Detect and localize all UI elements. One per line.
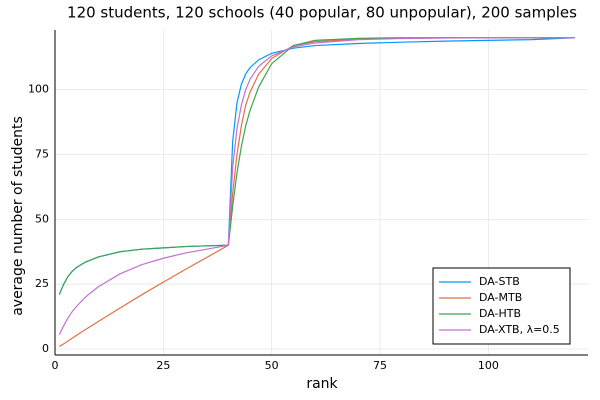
line-series [58,37,576,295]
legend-label: DA-XTB, λ=0.5 [479,323,560,336]
x-tick-label: 25 [156,359,170,372]
legend-label: DA-MTB [479,291,522,304]
x-tick-label: 75 [373,359,387,372]
line-series [58,37,575,336]
x-tick-label: 50 [265,359,279,372]
y-tick-label: 100 [28,83,49,96]
line-series [58,37,575,295]
y-axis-label: average number of students [10,116,26,316]
chart-title: 120 students, 120 schools (40 popular, 8… [67,4,577,22]
y-tick-label: 75 [35,148,49,161]
y-tick-label: 0 [42,342,49,355]
x-axis-label: rank [306,376,338,392]
x-tick-label: 100 [478,359,499,372]
legend-label: DA-STB [479,275,520,288]
legend-label: DA-HTB [479,307,521,320]
x-tick-label: 0 [52,359,59,372]
y-tick-label: 50 [35,212,49,225]
y-tick-label: 25 [35,277,49,290]
legend-box [432,267,571,345]
